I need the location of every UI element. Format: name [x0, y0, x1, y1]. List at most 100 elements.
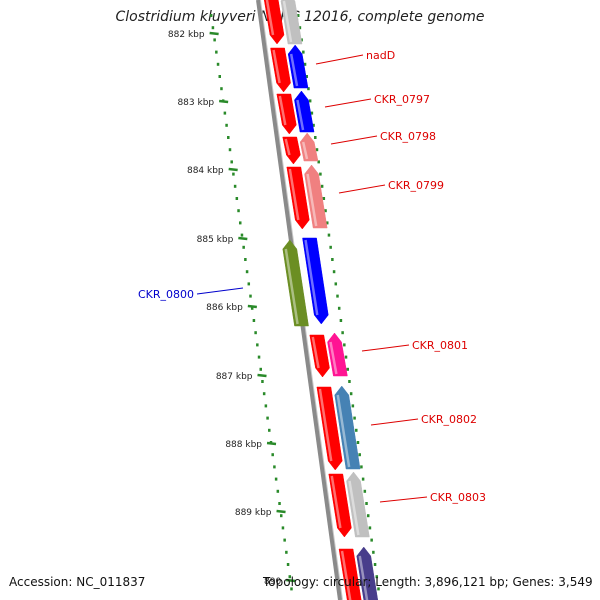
track-dot	[273, 465, 276, 469]
track-dot	[353, 416, 356, 420]
track-dot	[262, 392, 266, 396]
major-tick	[286, 578, 296, 583]
track-dot	[218, 75, 221, 78]
track-dot	[278, 502, 281, 505]
track-dot	[312, 123, 315, 127]
track-dot	[349, 392, 353, 396]
gene-highlight	[301, 141, 309, 160]
tick-label: 890	[264, 577, 281, 587]
track-dot	[232, 172, 235, 176]
gene-highlight	[340, 550, 352, 600]
gene-label-leader	[338, 184, 386, 194]
track-dot	[375, 575, 379, 579]
track-dot	[324, 209, 327, 213]
gene-highlight	[288, 168, 300, 221]
track-dot	[274, 477, 278, 481]
track-dot	[228, 148, 232, 152]
track-dot	[298, 26, 302, 30]
major-tick	[276, 509, 286, 514]
track-dot	[358, 453, 361, 457]
gene-label-leader	[379, 496, 428, 503]
major-tick	[257, 373, 267, 378]
gene-features	[263, 0, 379, 600]
track-dot	[216, 62, 220, 66]
track-dot	[310, 111, 314, 115]
track-dot	[355, 428, 358, 432]
track-dot	[271, 453, 274, 457]
track-dot	[279, 514, 283, 518]
track-dot	[266, 416, 269, 420]
gene-highlight	[330, 475, 342, 529]
track-dot	[254, 331, 257, 335]
track-dot	[290, 587, 293, 591]
track-dot	[372, 550, 375, 554]
gene-label-leader	[330, 135, 378, 145]
track-dot	[351, 404, 355, 408]
track-dot	[249, 294, 252, 298]
track-dot	[320, 184, 324, 188]
gene-nadd-arrow	[287, 44, 309, 89]
genome-summary-text: Topology: circular; Length: 3,896,121 bp…	[263, 575, 593, 589]
tick-marks: 882 kbp 883 kbp 884 kbp 885 kbp 886 kbp 887 k…	[168, 30, 296, 587]
track-dot	[348, 380, 351, 383]
track-dot	[238, 221, 242, 225]
gene-highlight	[278, 95, 287, 126]
track-dot	[336, 294, 339, 298]
track-dot	[344, 355, 348, 359]
tick-label: 887 kbp	[216, 372, 253, 382]
gene-label-leader	[370, 418, 419, 426]
track-dot	[235, 197, 239, 200]
track-dot	[314, 136, 317, 139]
track-dot	[276, 489, 280, 493]
track-dot	[308, 99, 312, 103]
tick-label: 884 kbp	[187, 166, 224, 176]
track-dot	[261, 380, 264, 383]
track-dot	[223, 111, 227, 115]
gene-highlight	[284, 138, 291, 156]
gene-highlight	[348, 480, 360, 536]
track-dot	[307, 87, 310, 91]
gene-highlight	[282, 0, 293, 43]
gene-highlight	[289, 53, 299, 87]
track-dot	[370, 538, 373, 542]
track-dot	[331, 258, 334, 261]
gene-ckr_0803-arrow	[346, 471, 370, 538]
track-dot	[329, 245, 332, 249]
track-dot	[288, 575, 292, 579]
major-tick	[247, 304, 257, 309]
gene-unlabeled-arrow	[282, 239, 309, 327]
map-title: Clostridium kluyveri NBRC 12016, complet…	[115, 9, 485, 25]
gene-ckr_0802-arrow	[334, 385, 361, 470]
track-dot	[319, 172, 322, 176]
track-dot	[237, 209, 240, 213]
track-dot	[322, 197, 326, 200]
tick-label: 886 kbp	[206, 303, 243, 313]
track-dot	[233, 184, 237, 188]
gene-label: CKR_0801	[412, 339, 468, 352]
track-dot	[327, 233, 331, 237]
track-dot	[325, 221, 329, 225]
track-dot	[230, 160, 233, 164]
track-dot	[281, 526, 285, 530]
track-dot	[244, 258, 247, 261]
track-dot	[373, 563, 377, 566]
track-dot	[317, 160, 320, 164]
tick-label: 882 kbp	[168, 30, 205, 40]
track-dot	[303, 62, 307, 66]
gene-highlight	[318, 388, 333, 462]
track-dot	[252, 319, 256, 322]
gene-ckr_0801-arrow	[327, 332, 348, 377]
track-dot	[365, 502, 368, 505]
gene-highlight	[304, 239, 319, 316]
track-dot	[356, 441, 360, 444]
track-dot	[363, 489, 367, 493]
track-dot	[300, 38, 303, 42]
track-dot	[264, 404, 268, 408]
gene-highlight	[284, 248, 299, 325]
major-tick	[228, 167, 238, 172]
track-dot	[259, 367, 262, 371]
tick-label: 888 kbp	[225, 440, 262, 450]
gene-highlight	[336, 394, 351, 468]
track-dot	[332, 270, 336, 274]
track-dot	[305, 75, 308, 78]
